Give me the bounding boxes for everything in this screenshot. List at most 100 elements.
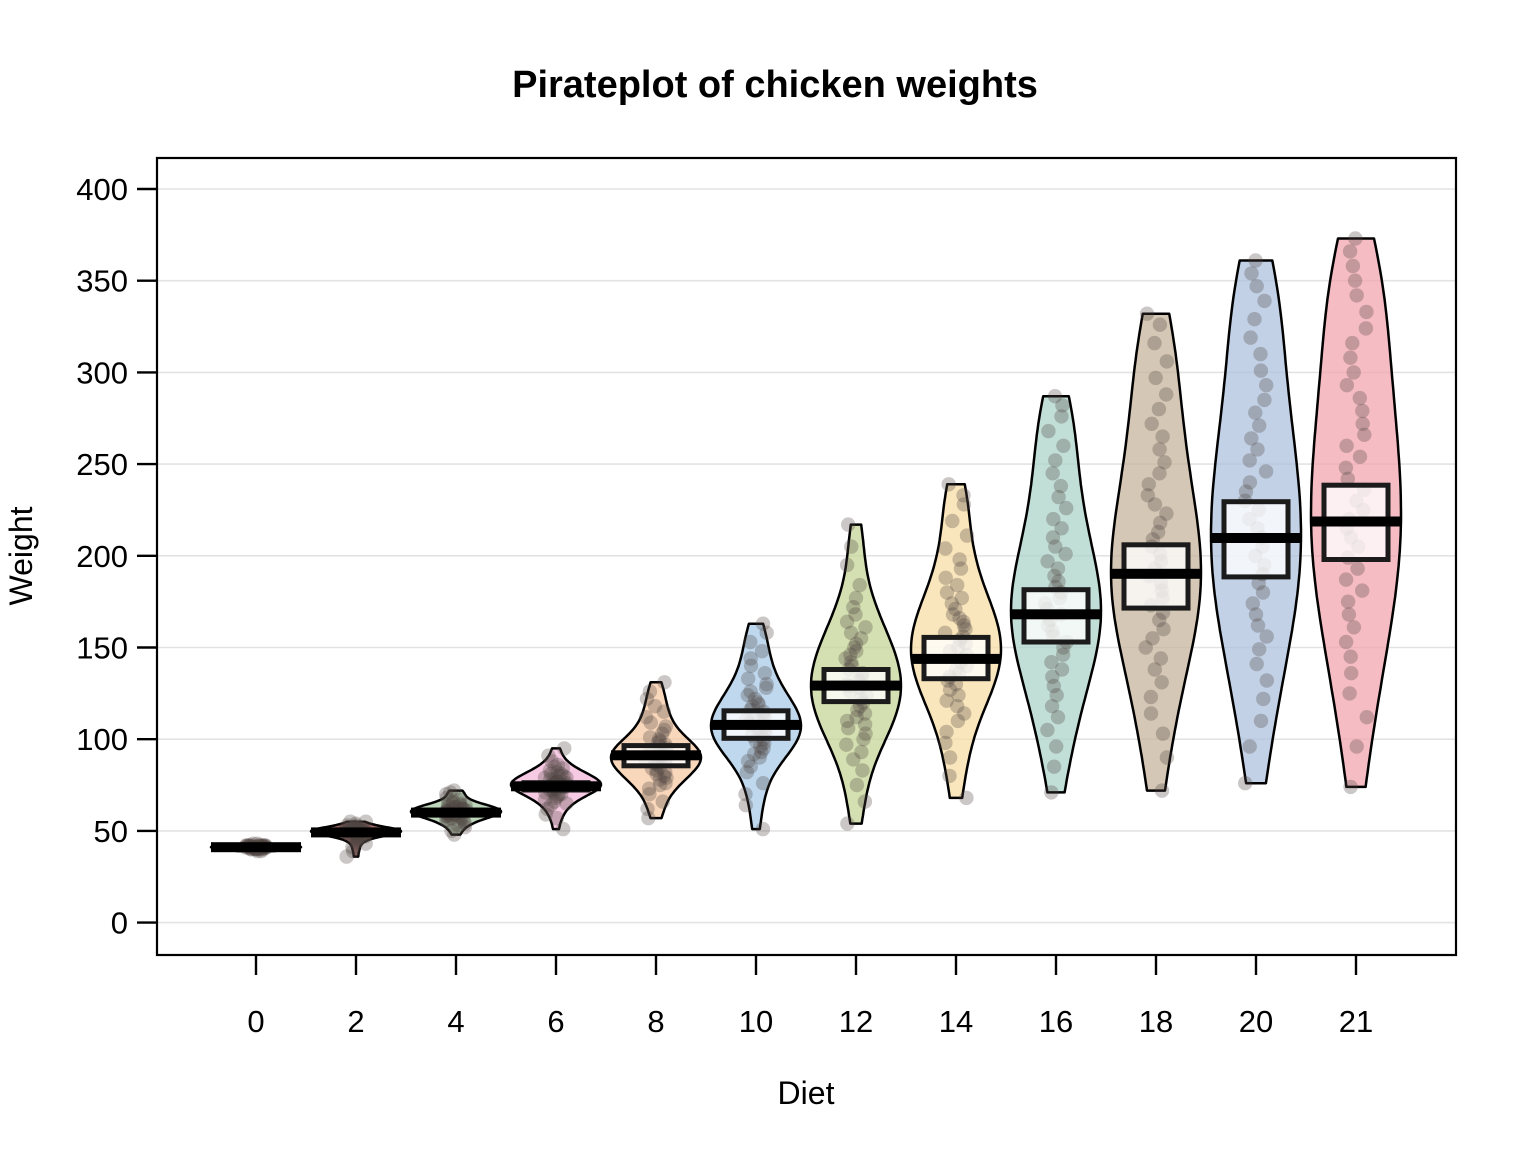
mean-line-diet-8 — [611, 750, 701, 761]
data-point — [950, 577, 965, 593]
data-point — [1159, 750, 1175, 765]
data-point — [945, 607, 961, 622]
y-tick-label-350: 350 — [76, 264, 128, 299]
mean-line-diet-14 — [911, 653, 1001, 664]
data-point — [942, 768, 957, 784]
data-point — [1257, 293, 1272, 309]
data-point — [956, 614, 971, 629]
chart-title: Pirateplot of chicken weights — [512, 64, 1038, 106]
data-point — [1048, 539, 1063, 554]
x-tick-label-21: 21 — [1339, 1004, 1373, 1039]
data-point — [848, 636, 864, 651]
data-point — [1348, 231, 1363, 246]
data-point — [549, 810, 565, 826]
data-point — [1054, 521, 1069, 536]
data-point — [657, 768, 672, 784]
mean-line-diet-21 — [1311, 516, 1401, 527]
data-point — [759, 680, 774, 695]
data-point — [657, 675, 672, 690]
data-point — [1155, 726, 1171, 741]
data-point — [849, 777, 865, 793]
data-point — [542, 763, 558, 778]
data-point — [954, 590, 969, 606]
data-point — [647, 699, 663, 714]
data-point — [538, 807, 553, 822]
data-point — [655, 794, 670, 809]
data-point — [950, 699, 965, 714]
data-point — [556, 768, 571, 784]
data-point — [948, 601, 963, 617]
data-point — [339, 849, 354, 864]
data-point — [1253, 713, 1269, 729]
data-point — [1355, 403, 1370, 419]
violins-layer — [209, 231, 1403, 864]
data-point — [1152, 612, 1167, 628]
data-point — [1044, 699, 1060, 714]
data-point — [1338, 634, 1354, 650]
data-point — [1141, 477, 1157, 492]
data-point — [1143, 689, 1159, 705]
data-point — [848, 590, 864, 606]
data-point — [850, 702, 865, 718]
data-point — [641, 810, 656, 826]
data-point — [1046, 511, 1061, 527]
data-point — [642, 787, 657, 802]
x-tick-label-14: 14 — [939, 1004, 973, 1039]
y-tick-label-100: 100 — [76, 722, 128, 757]
data-point — [1340, 471, 1356, 486]
data-point — [1248, 405, 1263, 420]
data-point — [1055, 647, 1071, 662]
data-point — [1054, 662, 1070, 677]
data-point — [952, 611, 967, 626]
data-point — [1347, 273, 1363, 288]
data-point — [1350, 561, 1365, 576]
data-point — [1053, 478, 1069, 494]
data-point — [445, 794, 461, 809]
y-tick-label-250: 250 — [76, 447, 128, 482]
data-point — [846, 600, 861, 615]
data-point — [739, 765, 755, 780]
data-point — [847, 640, 862, 655]
data-point — [1040, 722, 1055, 738]
data-point — [1253, 346, 1268, 362]
data-point — [1352, 390, 1368, 406]
data-point — [857, 717, 873, 732]
data-point — [643, 715, 658, 730]
y-tick-label-300: 300 — [76, 355, 128, 390]
data-point — [759, 677, 774, 692]
data-point — [658, 776, 673, 791]
data-point — [1255, 585, 1271, 600]
data-point — [544, 754, 559, 769]
data-point — [642, 730, 658, 745]
data-point — [743, 684, 758, 699]
y-tick-label-200: 200 — [76, 539, 128, 574]
data-point — [1055, 398, 1070, 413]
data-point — [1147, 662, 1163, 677]
data-point — [751, 697, 766, 712]
data-point — [652, 777, 668, 793]
data-point — [942, 750, 958, 765]
data-point — [1357, 427, 1372, 442]
data-point — [1048, 453, 1063, 468]
data-point — [743, 759, 758, 774]
data-point — [956, 497, 972, 512]
data-point — [656, 704, 672, 719]
data-point — [1349, 739, 1364, 754]
data-point — [1339, 438, 1354, 453]
data-point — [1046, 759, 1062, 774]
data-point — [757, 666, 772, 681]
data-point — [1058, 546, 1073, 562]
data-point — [838, 651, 853, 666]
data-point — [1238, 484, 1254, 499]
data-point — [1259, 629, 1274, 644]
data-point — [358, 836, 373, 851]
data-point — [1047, 568, 1062, 584]
data-point — [953, 561, 969, 576]
data-point — [1244, 266, 1259, 281]
data-point — [1344, 666, 1359, 681]
data-point — [639, 691, 655, 707]
data-point — [457, 816, 473, 831]
data-point — [857, 706, 873, 721]
data-point — [552, 768, 567, 784]
data-point — [759, 625, 774, 640]
